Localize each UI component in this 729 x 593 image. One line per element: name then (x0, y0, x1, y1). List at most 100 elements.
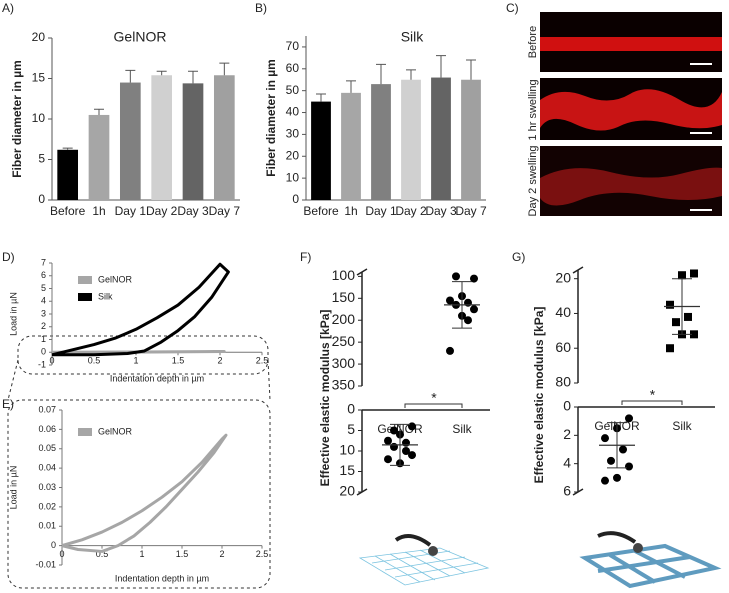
bar (431, 77, 451, 200)
y-tick-label: 5 (347, 421, 355, 437)
sd-bar (607, 422, 627, 469)
legend-swatch (78, 293, 92, 301)
y-tick-label: 70 (286, 39, 300, 53)
bar (213, 75, 235, 200)
error-bar (346, 80, 356, 93)
bar (311, 101, 331, 200)
x-tick-label: Day 7 (455, 204, 487, 218)
y-tick-label: -0.01 (35, 559, 56, 569)
y-tick-label: 60 (555, 339, 571, 355)
y-tick-label: 0 (38, 192, 45, 206)
data-point (684, 312, 692, 321)
panel-label: B) (255, 1, 267, 15)
microscopy-images: Before 1 hr swelling Day 2 swelling (527, 12, 722, 216)
y-tick-label: 30 (286, 127, 300, 141)
y-axis-label: Load in µN (8, 292, 18, 336)
data-point (601, 476, 609, 485)
y-tick-label: 4 (41, 296, 46, 306)
panel-label: G) (512, 250, 525, 264)
panel-labels: A) B) C) D) E) F) G) (2, 1, 525, 411)
x-tick-label: 2.5 (256, 549, 269, 559)
y-tick-label: 10 (339, 442, 355, 458)
mesh (371, 549, 479, 583)
sd-bar (390, 423, 410, 466)
y-tick-label: 0.04 (38, 463, 56, 473)
data-point (402, 438, 410, 447)
x-tick-label: 2.5 (256, 356, 269, 366)
x-tick-label: Before (50, 204, 86, 218)
panel-label: E) (2, 397, 14, 411)
x-tick-label: Day 7 (209, 204, 241, 218)
bar (401, 79, 421, 200)
error-bar (376, 63, 386, 85)
y-tick-label: 40 (286, 105, 300, 119)
data-point (666, 300, 674, 309)
y-axis-label: Effective elastic modulus [kPa] (318, 310, 332, 487)
bar (119, 82, 141, 200)
y-tick-label: 0.07 (38, 404, 56, 414)
image-label: 1 hr swelling (527, 79, 539, 140)
x-tick-label: 2 (219, 549, 224, 559)
y-tick-label: 50 (286, 83, 300, 97)
x-tick-label: Day 1 (115, 204, 147, 218)
probe-tip (428, 546, 438, 556)
x-tick-label: Day 3 (425, 204, 457, 218)
data-point (678, 271, 686, 280)
y-tick-label: 350 (332, 377, 356, 393)
y-tick-label: 0.01 (38, 521, 56, 531)
y-tick-label: 15 (339, 462, 355, 478)
legend-label: GelNOR (98, 426, 133, 436)
y-tick-label: 0 (51, 540, 56, 550)
data-point (625, 462, 633, 471)
legend-label: GelNOR (98, 274, 133, 284)
y-tick-label: 300 (332, 355, 356, 371)
chart-title: Silk (401, 29, 425, 45)
x-tick-label: 1h (92, 204, 105, 218)
zoom-outline (7, 335, 271, 589)
series-line (51, 262, 230, 357)
axis-break (572, 266, 584, 274)
image-label: Before (527, 26, 539, 58)
x-tick-label: 2 (217, 356, 222, 366)
x-tick-label: Silk (672, 419, 692, 433)
probe-tip (633, 543, 643, 553)
significance-bracket (621, 400, 683, 405)
data-point (384, 436, 392, 445)
image-label: Day 2 swelling (527, 146, 539, 217)
y-tick-label: -1 (38, 359, 46, 369)
axis-break (356, 268, 368, 276)
data-point (402, 447, 410, 455)
data-point (619, 445, 627, 454)
bar (371, 84, 391, 200)
y-tick-label: 3 (41, 308, 46, 318)
series-line (61, 433, 228, 553)
error-bar (94, 108, 104, 115)
data-point (613, 473, 621, 482)
chart-title: GelNOR (114, 29, 167, 45)
panel-label: C) (506, 1, 519, 15)
legend-label: Silk (98, 291, 113, 301)
y-tick-label: 20 (555, 269, 571, 285)
x-tick-label: Day 1 (365, 204, 397, 218)
y-tick-label: 0.03 (38, 482, 56, 492)
y-tick-label: 40 (555, 304, 571, 320)
data-point (408, 422, 416, 431)
data-point (446, 346, 454, 355)
bar (57, 149, 79, 200)
zoom-region (17, 335, 269, 375)
y-tick-label: 200 (332, 311, 356, 327)
y-tick-label: 6 (563, 483, 571, 499)
y-axis-label: Load in µN (8, 466, 18, 510)
y-tick-label: 15 (32, 71, 46, 85)
y-tick-label: 0.06 (38, 424, 56, 434)
y-tick-label: 0.02 (38, 501, 56, 511)
y-tick-label: 60 (286, 61, 300, 75)
y-tick-label: 10 (286, 170, 300, 184)
y-tick-label: 0 (347, 401, 355, 417)
zoom-connector (7, 359, 19, 401)
bar (461, 79, 481, 200)
panel-label: A) (2, 1, 14, 15)
data-point (446, 296, 454, 305)
sd-bar (452, 281, 472, 329)
bar (88, 114, 110, 200)
